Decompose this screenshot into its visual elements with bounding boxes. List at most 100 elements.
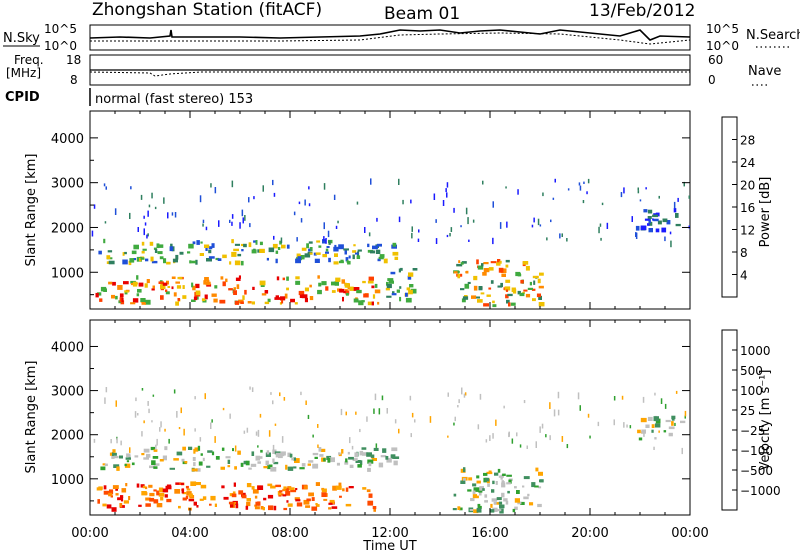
echo-cell [371, 301, 374, 306]
echo-cell [684, 410, 687, 417]
echo-cell [211, 451, 215, 456]
echo-cell [489, 509, 495, 513]
echo-cell [312, 434, 314, 438]
echo-cell [329, 457, 335, 463]
echo-cell [629, 425, 632, 429]
echo-cell [639, 199, 642, 202]
echo-cell [460, 262, 464, 265]
echo-cell [150, 256, 154, 262]
echo-cell [508, 432, 510, 438]
echo-cell [285, 464, 288, 470]
echo-cell [173, 458, 179, 461]
echo-cell [141, 250, 145, 254]
echo-cell [163, 197, 165, 204]
echo-cell [535, 441, 537, 448]
echo-cell [211, 293, 217, 297]
nsearch-trace [90, 32, 691, 45]
echo-cell [251, 301, 255, 305]
echo-cell [290, 489, 297, 493]
echo-cell [494, 502, 501, 505]
echo-cell [323, 183, 326, 190]
echo-cell [353, 287, 360, 291]
echo-cell [138, 282, 144, 287]
echo-cell [490, 503, 493, 508]
echo-cell [459, 507, 463, 511]
echo-cell [477, 299, 483, 303]
echo-cell [210, 495, 216, 501]
echo-cell [144, 283, 148, 288]
echo-cell [154, 249, 158, 253]
echo-cell [283, 486, 287, 489]
echo-cell [314, 258, 320, 263]
echo-cell [367, 467, 371, 472]
echo-cell [505, 500, 509, 505]
echo-cell [647, 216, 652, 219]
echo-cell [631, 216, 633, 222]
echo-cell [93, 438, 96, 443]
echo-cell [91, 230, 94, 237]
echo-cell [342, 488, 345, 492]
echo-cell [298, 290, 305, 296]
echo-cell [300, 218, 303, 223]
echo-cell [383, 258, 388, 264]
velocity-x-ticks [89, 320, 691, 515]
echo-cell [159, 256, 164, 260]
echo-cell [390, 271, 396, 275]
echo-cell [538, 295, 542, 300]
echo-cell [246, 427, 249, 433]
echo-cell [499, 260, 502, 264]
echo-cell [412, 268, 418, 271]
echo-cell [284, 293, 288, 299]
echo-cell [368, 232, 371, 237]
echo-cell [260, 449, 263, 453]
echo-cell [222, 407, 225, 411]
echo-cell [220, 276, 224, 280]
echo-cell [250, 463, 257, 467]
echo-cell [315, 482, 320, 486]
echo-cell [345, 257, 349, 262]
echo-cell [175, 254, 179, 260]
echo-cell [143, 448, 150, 453]
echo-cell [261, 293, 267, 296]
echo-cell [221, 447, 225, 451]
echo-cell [113, 464, 120, 468]
echo-cell [253, 196, 255, 200]
echo-cell [317, 289, 322, 295]
echo-cell [103, 485, 107, 490]
echo-cell [356, 255, 361, 259]
echo-cell [260, 506, 264, 510]
echo-cell [233, 482, 236, 487]
echo-cell [142, 485, 146, 489]
echo-cell [295, 488, 298, 491]
echo-cell [496, 497, 502, 501]
echo-cell [587, 413, 590, 418]
echo-cell [648, 228, 653, 233]
velocity-frame [89, 319, 691, 516]
echo-cell [205, 226, 208, 231]
echo-cell [517, 290, 521, 295]
echo-cell [319, 454, 324, 457]
echo-cell [375, 249, 381, 254]
echo-cell [539, 272, 544, 276]
echo-cell [148, 408, 150, 414]
echo-cell [274, 297, 281, 300]
echo-cell [376, 217, 378, 222]
echo-cell [241, 249, 244, 252]
echo-cell [410, 433, 412, 438]
echo-cell [166, 280, 169, 285]
echo-cell [457, 506, 461, 510]
echo-cell [119, 297, 124, 303]
echo-cell [300, 391, 302, 396]
echo-cell [525, 293, 531, 298]
x-tick-label: 08:00 [271, 526, 308, 541]
echo-cell [549, 402, 551, 409]
echo-cell [355, 411, 357, 415]
echo-cell [280, 451, 286, 456]
echo-cell [353, 244, 356, 247]
echo-cell [106, 504, 112, 509]
echo-cell [675, 390, 678, 394]
echo-cell [333, 261, 339, 265]
echo-cell [295, 258, 301, 264]
echo-cell [110, 495, 113, 498]
echo-cell [192, 241, 196, 245]
